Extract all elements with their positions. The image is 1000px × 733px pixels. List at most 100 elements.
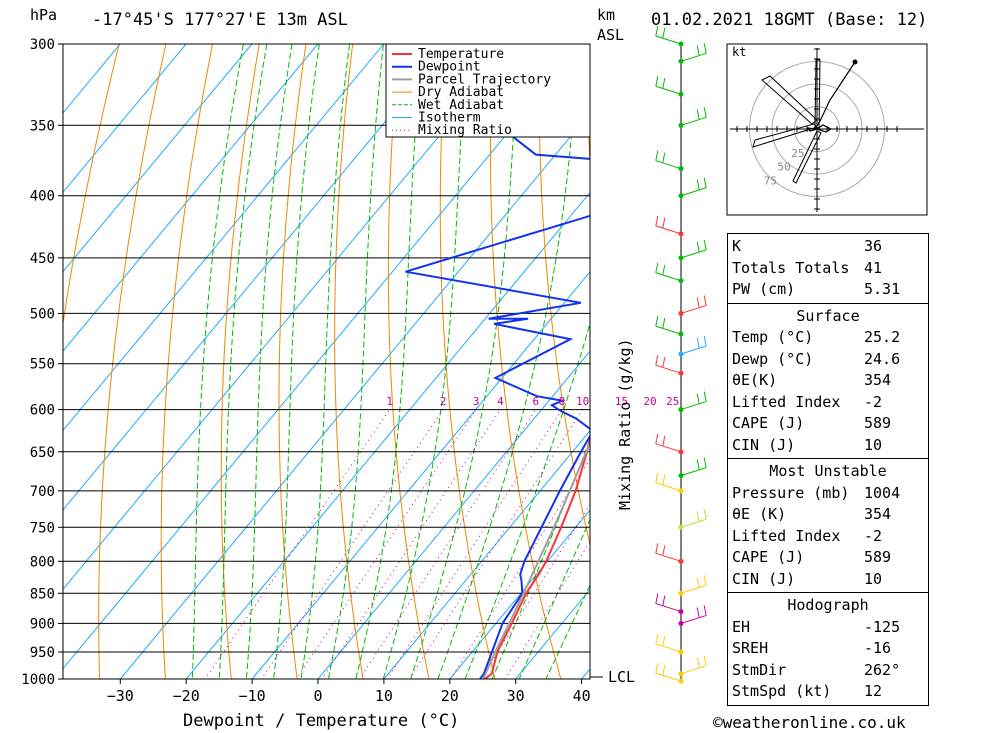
isotherm-line bbox=[317, 350, 590, 679]
wind-barb bbox=[680, 107, 707, 126]
temperature-tick-label: −20 bbox=[173, 687, 200, 705]
wet-adiabat-line bbox=[410, 44, 520, 679]
dry-adiabat-line bbox=[278, 44, 307, 679]
wind-barb bbox=[655, 150, 682, 170]
wind-barb bbox=[655, 262, 682, 282]
hodograph-unit-label: kt bbox=[732, 45, 746, 59]
index-label: CIN (J) bbox=[732, 569, 796, 588]
pressure-tick-label: 600 bbox=[30, 403, 55, 419]
mixing-ratio-value-label: 6 bbox=[532, 395, 539, 408]
most-unstable-title: Most Unstable bbox=[769, 462, 887, 480]
wind-barb bbox=[655, 543, 682, 562]
wind-barb bbox=[680, 605, 707, 624]
pressure-tick-label: 750 bbox=[30, 520, 55, 536]
mixing-ratio-value-label: 25 bbox=[666, 395, 679, 408]
index-value: -125 bbox=[864, 617, 901, 636]
most-unstable-row: CIN (J) 10 bbox=[732, 569, 924, 591]
temperature-tick-label: −10 bbox=[239, 687, 266, 705]
legend-entry: Temperature bbox=[418, 47, 504, 62]
pressure-tick-label: 400 bbox=[30, 189, 55, 205]
hodograph-shear-wedge bbox=[814, 59, 821, 129]
index-label: CAPE (J) bbox=[732, 414, 805, 432]
mixing-ratio-line bbox=[321, 409, 501, 679]
wind-barb bbox=[680, 655, 707, 675]
mixing-ratio-value-label: 4 bbox=[497, 395, 504, 408]
wet-adiabat-line bbox=[245, 44, 293, 679]
hodograph-row: SREH -16 bbox=[732, 638, 924, 660]
index-label: CIN (J) bbox=[732, 435, 796, 454]
temperature-tick-labels: −30 −20 −10 0 10 20 30 40 bbox=[107, 679, 591, 705]
mixing-ratio-line bbox=[260, 409, 444, 679]
index-value: 354 bbox=[864, 505, 892, 523]
mixing-ratio-labels: 1 2 3 4 6 8 10 15 20 25 bbox=[386, 395, 679, 408]
index-value: 10 bbox=[864, 435, 883, 454]
index-row: PW (cm) 5.31 bbox=[732, 279, 924, 301]
index-label: EH bbox=[732, 617, 751, 636]
x-axis-label: Dewpoint / Temperature (°C) bbox=[183, 711, 459, 731]
pressure-tick-label: 450 bbox=[30, 251, 55, 267]
wind-barb bbox=[655, 593, 682, 613]
hodograph-row: EH -125 bbox=[732, 617, 924, 639]
wet-adiabat-line bbox=[273, 44, 320, 679]
dry-adiabat-line bbox=[538, 44, 590, 547]
mixing-ratio-axis-label: Mixing Ratio (g/kg) bbox=[616, 338, 634, 510]
isotherm-line bbox=[63, 44, 187, 194]
wind-barb bbox=[655, 633, 682, 653]
wind-barb bbox=[680, 391, 707, 411]
index-value: 589 bbox=[864, 548, 892, 566]
dry-adiabat-line bbox=[160, 44, 214, 679]
wet-adiabat-line bbox=[327, 44, 385, 679]
index-value: 41 bbox=[864, 258, 883, 277]
temperature-tick-label: 40 bbox=[573, 687, 591, 705]
credit-text: ©weatheronline.co.uk bbox=[713, 713, 906, 732]
dry-adiabat-line bbox=[220, 44, 260, 679]
wind-profile bbox=[655, 25, 707, 684]
wind-barb bbox=[655, 433, 682, 453]
hodograph-title: Hodograph bbox=[787, 596, 869, 614]
wet-adiabat-line bbox=[300, 44, 351, 679]
index-value: 589 bbox=[864, 414, 892, 432]
pressure-tick-label: 900 bbox=[30, 616, 55, 632]
pressure-tick-labels: 300 350 400 450 500 550 600 650 700 750 800 850 900 9… bbox=[21, 37, 63, 688]
isotherm-line bbox=[449, 509, 590, 679]
index-row: K 36 bbox=[732, 236, 924, 258]
index-label: θE (K) bbox=[732, 505, 787, 523]
dry-adiabat-line bbox=[63, 44, 120, 327]
index-label: K bbox=[732, 237, 742, 255]
datetime-title: 01.02.2021 18GMT (Base: 12) bbox=[651, 10, 928, 30]
legend-entry: Mixing Ratio bbox=[418, 123, 512, 138]
index-label: Totals Totals bbox=[732, 258, 850, 277]
most-unstable-row: θE (K) 354 bbox=[732, 504, 924, 526]
indices-table: K 36 Totals Totals 41 PW (cm) 5.31 Surface Te… bbox=[727, 233, 929, 706]
temperature-tick-label: 30 bbox=[507, 687, 525, 705]
hodograph-ring-label: 50 bbox=[778, 161, 791, 174]
wind-barb bbox=[680, 239, 707, 259]
dry-adiabat-line bbox=[439, 44, 496, 679]
wind-barb bbox=[680, 43, 707, 62]
wind-barb bbox=[680, 457, 707, 477]
dry-adiabat-line bbox=[956, 26, 1000, 705]
index-label: CAPE (J) bbox=[732, 548, 805, 566]
wet-adiabat-line bbox=[191, 44, 244, 679]
dry-adiabat-line bbox=[585, 44, 590, 169]
surface-section: Surface Temp (°C) 25.2 Dewp (°C) 24.6 θE(K) 3… bbox=[728, 304, 928, 459]
index-label: Lifted Index bbox=[732, 392, 841, 411]
legend-entry: Wet Adiabat bbox=[418, 98, 504, 113]
wet-adiabat-line bbox=[437, 44, 580, 679]
wind-barb bbox=[680, 335, 707, 355]
legend-entry: Parcel Trajectory bbox=[418, 72, 551, 87]
parcel-trajectory-line bbox=[482, 440, 590, 679]
wind-barb bbox=[680, 575, 707, 594]
wet-adiabat-line bbox=[464, 321, 590, 679]
dry-adiabat-line bbox=[334, 44, 364, 679]
pressure-tick-label: 850 bbox=[30, 586, 55, 602]
hodograph-shear-wedge bbox=[792, 130, 822, 184]
isotherm-line bbox=[63, 44, 385, 432]
isotherm-line bbox=[63, 44, 121, 114]
temperature-tick-label: 0 bbox=[313, 687, 322, 705]
most-unstable-row: Pressure (mb) 1004 bbox=[732, 483, 924, 505]
index-value: 10 bbox=[864, 569, 883, 588]
pressure-tick-label: 800 bbox=[30, 554, 55, 570]
index-label: StmSpd (kt) bbox=[732, 682, 832, 700]
hodograph-section: Hodograph EH -125 SREH -16 StmDir 262° StmSpd … bbox=[728, 593, 928, 705]
